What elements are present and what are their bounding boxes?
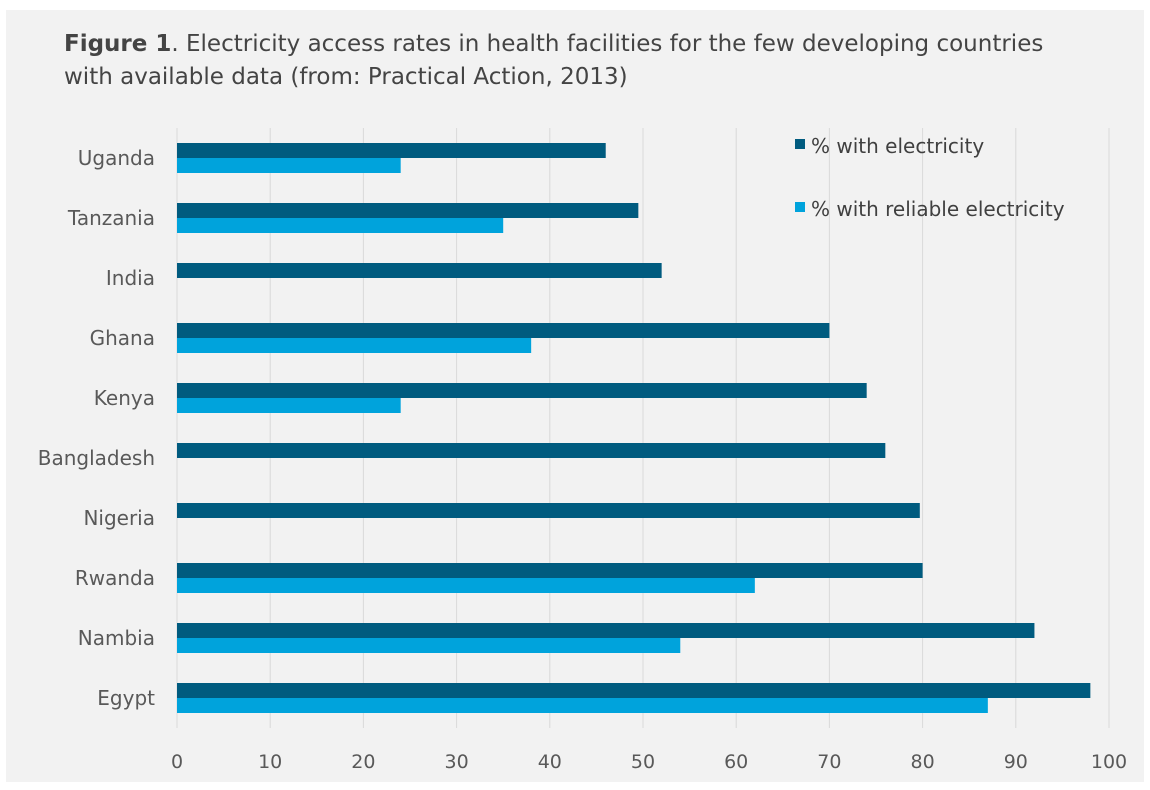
category-label: Ghana	[90, 326, 155, 350]
bar-nigeria-series-1	[177, 503, 920, 518]
legend-swatch-2	[795, 202, 805, 212]
bar-tanzania-series-2	[177, 218, 504, 233]
x-tick-label: 10	[258, 751, 282, 773]
category-label: Rwanda	[75, 566, 155, 590]
figure-caption-text: . Electricity access rates in health fac…	[64, 31, 1044, 90]
figure-panel: Figure 1. Electricity access rates in he…	[6, 10, 1144, 782]
figure-label: Figure 1	[64, 31, 172, 57]
bar-rwanda-series-2	[177, 578, 755, 593]
bar-uganda-series-1	[177, 143, 606, 158]
x-tick-label: 40	[538, 751, 562, 773]
legend: % with electricity % with reliable electr…	[795, 134, 1065, 221]
category-label: India	[106, 266, 155, 290]
bar-ghana-series-1	[177, 323, 830, 338]
x-tick-label: 80	[911, 751, 935, 773]
bar-bangladesh-series-1	[177, 443, 886, 458]
category-label: Nigeria	[83, 506, 155, 530]
category-labels: Uganda Tanzania India Ghana Kenya Bangladesh N…	[38, 146, 155, 710]
bar-kenya-series-2	[177, 398, 401, 413]
category-label: Uganda	[78, 146, 155, 170]
bar-rwanda-series-1	[177, 563, 923, 578]
legend-swatch-1	[795, 139, 805, 149]
category-label: Kenya	[94, 386, 155, 410]
bar-ghana-series-2	[177, 338, 532, 353]
x-tick-label: 60	[724, 751, 748, 773]
bar-egypt-series-2	[177, 698, 988, 713]
legend-label-1: % with electricity	[811, 134, 984, 158]
bar-nambia-series-1	[177, 623, 1035, 638]
x-tick-labels: 0 10 20 30 40 50 60 70 80 90 100	[171, 751, 1127, 773]
bar-india-series-1	[177, 263, 662, 278]
x-tick-label: 20	[351, 751, 375, 773]
x-tick-label: 0	[171, 751, 183, 773]
category-label: Egypt	[97, 686, 155, 710]
category-label: Tanzania	[67, 206, 155, 230]
category-label: Bangladesh	[38, 446, 155, 470]
bars	[177, 143, 1091, 713]
category-label: Nambia	[78, 626, 155, 650]
bar-chart: Uganda Tanzania India Ghana Kenya Bangladesh N…	[38, 128, 1127, 773]
x-tick-label: 100	[1091, 751, 1127, 773]
legend-label-2: % with reliable electricity	[811, 197, 1065, 221]
bar-nambia-series-2	[177, 638, 681, 653]
x-tick-label: 50	[631, 751, 655, 773]
x-tick-label: 90	[1004, 751, 1028, 773]
bar-uganda-series-2	[177, 158, 401, 173]
figure-caption: Figure 1. Electricity access rates in he…	[64, 28, 1064, 94]
bar-tanzania-series-1	[177, 203, 639, 218]
bar-kenya-series-1	[177, 383, 867, 398]
x-tick-label: 30	[445, 751, 469, 773]
bar-egypt-series-1	[177, 683, 1091, 698]
x-tick-label: 70	[817, 751, 841, 773]
